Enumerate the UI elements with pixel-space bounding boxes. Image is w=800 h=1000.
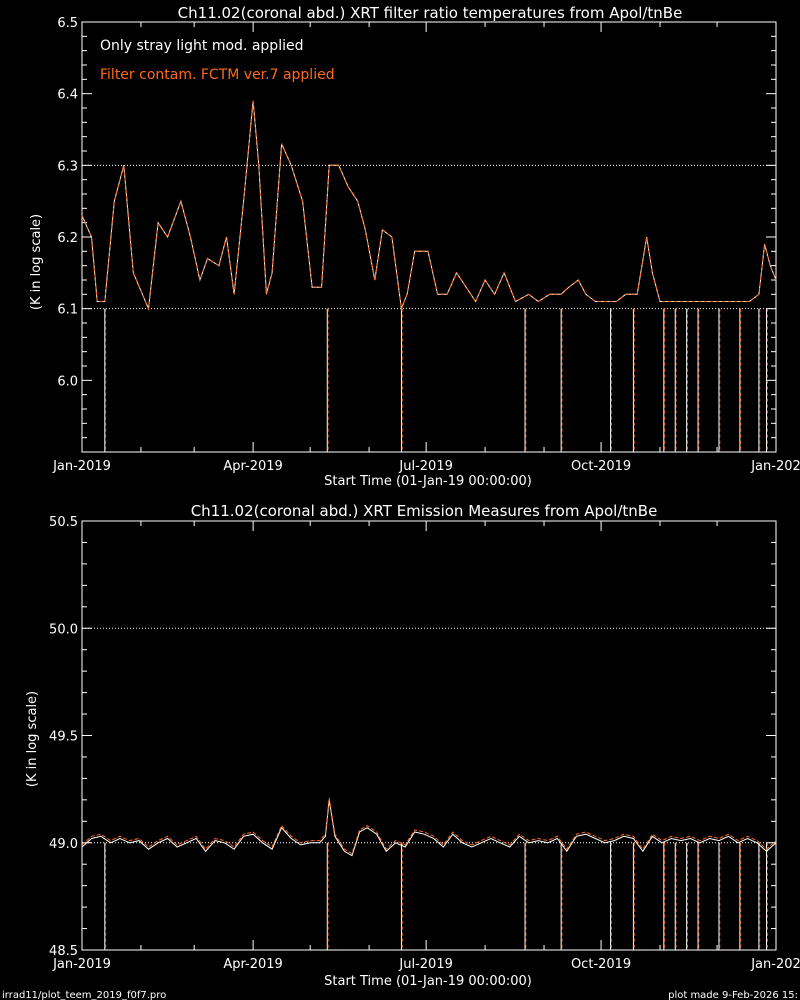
y-tick-label: 49.0 bbox=[49, 837, 78, 852]
series-filter-contam-line bbox=[81, 797, 777, 855]
top-y-axis-label: (K in log scale) bbox=[29, 214, 44, 310]
footer-plot-date: plot made 9-Feb-2026 15: bbox=[668, 990, 798, 1000]
x-tick-label: Apr-2019 bbox=[223, 957, 282, 972]
legend-stray-light: Only stray light mod. applied bbox=[100, 38, 303, 54]
x-tick-label: Oct-2019 bbox=[571, 957, 631, 972]
y-tick-label: 49.5 bbox=[49, 730, 78, 745]
bottom-y-axis-label: (K in log scale) bbox=[25, 691, 40, 787]
top-chart: 6.0 6.1 6.2 6.3 6.4 6.5 Jan-2019 Apr-2019 Jul-20… bbox=[52, 16, 800, 474]
top-x-axis-label: Start Time (01-Jan-19 00:00:00) bbox=[324, 474, 532, 489]
x-tick-label: Jan-2019 bbox=[52, 459, 111, 474]
legend-filter-contam: Filter contam. FCTM ver.7 applied bbox=[100, 67, 335, 83]
y-tick-label: 6.3 bbox=[57, 159, 78, 174]
footer-program-name: irrad11/plot_teem_2019_f0f7.pro bbox=[2, 990, 166, 1000]
series-filter-contam-line bbox=[81, 100, 777, 311]
x-tick-label: Jul-2019 bbox=[398, 957, 452, 972]
plot-frame bbox=[81, 21, 777, 453]
bottom-chart-title: Ch11.02(coronal abd.) XRT Emission Measu… bbox=[191, 502, 658, 520]
y-tick-label: 6.0 bbox=[57, 374, 78, 389]
top-chart-title: Ch11.02(coronal abd.) XRT filter ratio t… bbox=[178, 4, 683, 22]
bottom-x-axis-label: Start Time (01-Jan-19 00:00:00) bbox=[324, 974, 532, 989]
x-tick-label: Oct-2019 bbox=[571, 459, 631, 474]
bottom-chart: 48.5 49.0 49.5 50.0 50.5 Jan-2019 Apr-2019 Jul-… bbox=[49, 515, 800, 972]
y-tick-label: 50.0 bbox=[49, 622, 78, 637]
x-tick-label: Jul-2019 bbox=[398, 459, 452, 474]
y-tick-label: 6.2 bbox=[57, 231, 78, 246]
y-tick-label: 6.5 bbox=[57, 16, 78, 31]
y-tick-label: 6.1 bbox=[57, 303, 78, 318]
y-tick-label: 50.5 bbox=[49, 515, 78, 530]
x-tick-label: Jan-2019 bbox=[52, 957, 111, 972]
plot-frame bbox=[81, 520, 777, 951]
y-tick-label: 48.5 bbox=[49, 944, 78, 959]
x-tick-label: Jan-202 bbox=[750, 957, 800, 972]
y-tick-label: 6.4 bbox=[57, 88, 78, 103]
x-tick-label: Jan-202 bbox=[750, 459, 800, 474]
series-stray-light-line bbox=[81, 100, 777, 311]
series-stray-light-line bbox=[81, 799, 777, 857]
x-tick-label: Apr-2019 bbox=[223, 459, 282, 474]
